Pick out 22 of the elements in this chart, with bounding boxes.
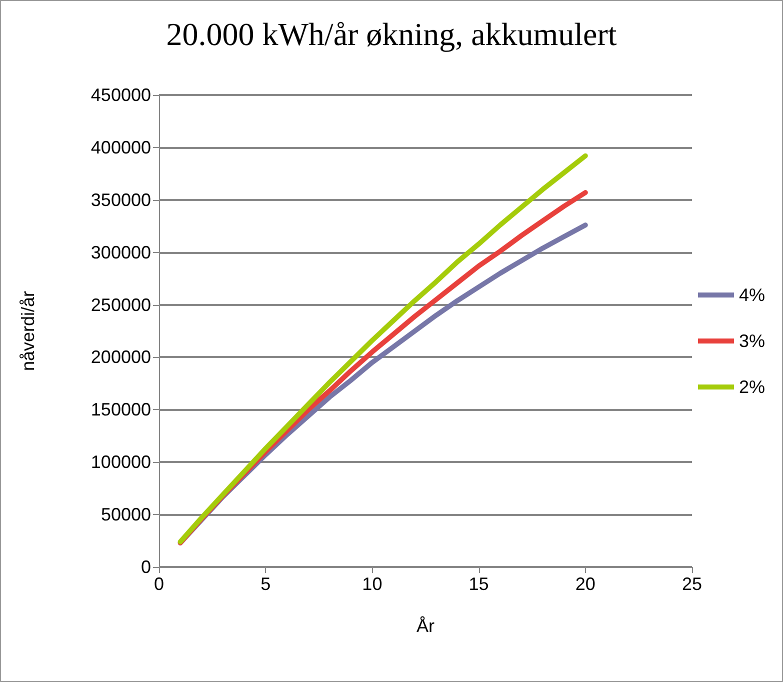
y-tick-label: 100000 <box>90 452 151 472</box>
y-tick-label: 350000 <box>90 190 151 210</box>
x-tick-label: 25 <box>682 574 702 594</box>
legend-label: 3% <box>738 331 765 351</box>
y-axis-title: nåverdi/år <box>18 290 38 372</box>
y-tick-label: 300000 <box>90 242 151 262</box>
x-tick-label: 20 <box>575 574 596 594</box>
y-tick-label: 50000 <box>100 504 151 525</box>
y-tick-label: 200000 <box>90 347 151 368</box>
x-tick-label: 15 <box>468 574 489 594</box>
y-tick-label: 0 <box>140 557 151 577</box>
chart-title: 20.000 kWh/år økning, akkumulert <box>166 16 617 52</box>
x-tick-label: 10 <box>362 574 382 594</box>
y-tick-label: 250000 <box>90 294 151 315</box>
x-axis-title: År <box>416 616 435 636</box>
y-tick-label: 150000 <box>90 400 151 420</box>
legend-label: 4% <box>738 285 765 305</box>
x-tick-label: 5 <box>260 574 271 594</box>
legend-label: 2% <box>738 377 765 397</box>
y-tick-label: 450000 <box>90 85 151 105</box>
x-tick-label: 0 <box>154 574 164 594</box>
y-tick-label: 400000 <box>90 137 151 158</box>
